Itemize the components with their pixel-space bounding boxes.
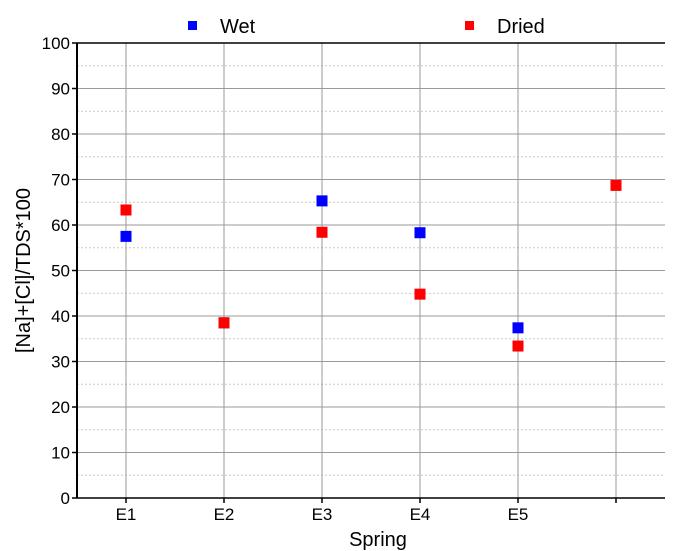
- y-tick-label: 40: [51, 307, 70, 326]
- axes: [72, 42, 665, 503]
- y-tick-label: 90: [51, 80, 70, 99]
- y-tick-label: 20: [51, 398, 70, 417]
- minor-gridlines: [77, 43, 665, 498]
- point-dried: [414, 288, 426, 300]
- x-tick-label: E5: [508, 505, 529, 524]
- point-dried: [316, 226, 328, 238]
- x-tick-labels: E1 E2 E3 E4 E5: [116, 505, 529, 524]
- point-wet: [120, 230, 132, 242]
- y-axis-title: [Na]+[Cl]/TDS*100: [13, 188, 35, 353]
- x-tick-label: E3: [312, 505, 333, 524]
- point-dried: [610, 179, 622, 191]
- point-dried: [512, 340, 524, 352]
- legend-marker-dried: [465, 21, 474, 30]
- x-tick-label: E2: [214, 505, 235, 524]
- point-wet: [414, 227, 426, 239]
- point-wet: [512, 322, 524, 334]
- y-tick-label: 0: [61, 489, 70, 508]
- x-tick-label: E1: [116, 505, 137, 524]
- legend-label-wet: Wet: [220, 16, 256, 38]
- legend-label-dried: Dried: [497, 16, 545, 38]
- y-tick-label: 80: [51, 125, 70, 144]
- point-dried: [120, 204, 132, 216]
- y-tick-label: 100: [42, 34, 70, 53]
- y-tick-label: 30: [51, 353, 70, 372]
- x-tick-label: E4: [410, 505, 431, 524]
- x-axis-title: Spring: [349, 529, 407, 551]
- point-dried: [218, 317, 230, 329]
- legend: Wet Dried: [188, 16, 545, 38]
- legend-marker-wet: [188, 21, 197, 30]
- y-tick-label: 70: [51, 171, 70, 190]
- point-wet: [316, 195, 328, 207]
- y-tick-label: 60: [51, 216, 70, 235]
- data-points: [120, 179, 622, 352]
- major-gridlines: [77, 43, 665, 498]
- y-tick-labels: 0 10 20 30 40 50 60 70 80 90 100: [42, 34, 70, 508]
- y-tick-label: 10: [51, 444, 70, 463]
- y-tick-label: 50: [51, 262, 70, 281]
